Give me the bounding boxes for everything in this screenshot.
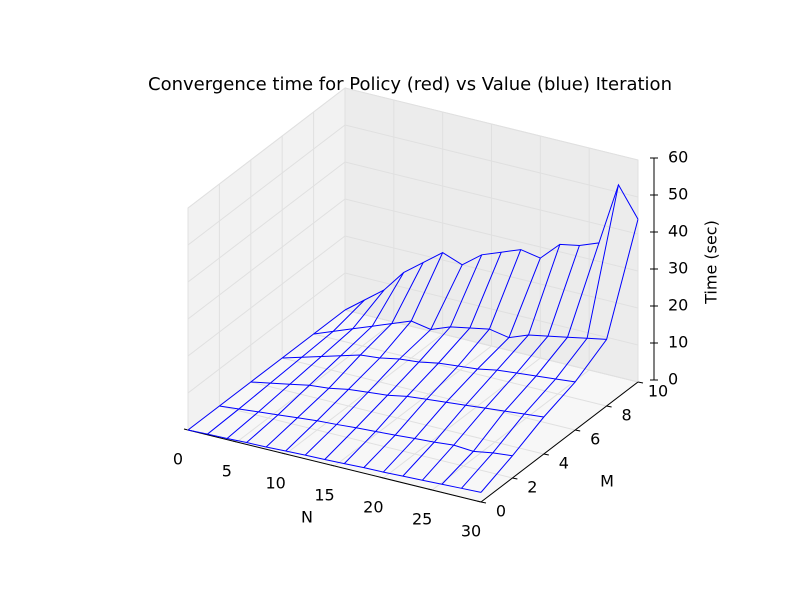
- y-tick: [606, 405, 612, 408]
- wire-column: [480, 219, 639, 493]
- y-tick: [543, 453, 549, 456]
- x-tick-label: 20: [363, 498, 383, 517]
- x-tick: [183, 428, 189, 431]
- x-axis-label: N: [301, 508, 313, 527]
- wire-column: [402, 244, 561, 477]
- grid-line: [187, 235, 346, 357]
- wire-column: [187, 309, 346, 431]
- grid-line: [187, 161, 346, 283]
- x-tick-label: 10: [265, 474, 285, 493]
- grid-line: [313, 333, 607, 407]
- grid-line: [344, 309, 639, 383]
- z-tick-label: 30: [668, 259, 688, 278]
- wire-column: [343, 252, 502, 464]
- chart-title: Convergence time for Policy (red) vs Val…: [148, 74, 672, 95]
- z-tick-label: 40: [668, 222, 688, 241]
- y-tick: [637, 381, 644, 384]
- wire-row: [250, 381, 544, 418]
- y-tick: [575, 429, 581, 432]
- grid-line: [431, 369, 590, 491]
- x-axis: [187, 429, 482, 503]
- x-tick-label: 5: [222, 462, 232, 481]
- grid-line: [344, 124, 639, 198]
- grid-line: [344, 198, 639, 272]
- wire-row: [187, 429, 482, 493]
- wire-row: [344, 183, 639, 311]
- grid-line: [344, 272, 639, 346]
- z-axis-label: Time (sec): [702, 220, 721, 305]
- y-tick: [480, 501, 487, 504]
- y-tick-label: 4: [559, 454, 569, 473]
- grid-line: [187, 124, 346, 246]
- y-tick-label: 2: [527, 478, 537, 497]
- wire-column: [207, 299, 365, 435]
- y-tick-label: 0: [496, 502, 506, 521]
- z-tick-label: 0: [668, 370, 678, 389]
- wire-column: [246, 272, 405, 443]
- z-tick-label: 50: [668, 185, 688, 204]
- wire-column: [226, 289, 385, 439]
- wire-column: [265, 262, 424, 448]
- grid-line: [282, 357, 576, 431]
- y-tick-label: 6: [590, 430, 600, 449]
- wire-row: [282, 354, 576, 383]
- z-tick-label: 10: [668, 333, 688, 352]
- grid-line: [236, 321, 395, 443]
- grid-line: [344, 161, 639, 235]
- z-tick-label: 60: [668, 148, 688, 167]
- grid-line: [187, 198, 346, 320]
- x-tick-label: 15: [314, 486, 334, 505]
- wire-column: [304, 264, 463, 456]
- wire-column: [382, 257, 541, 473]
- wire-column: [363, 249, 522, 468]
- grid-line: [344, 235, 639, 309]
- x-tick-label: 0: [173, 450, 183, 469]
- x-tick-label: 30: [461, 522, 481, 541]
- y-tick: [512, 477, 518, 480]
- x-tick-label: 25: [412, 510, 432, 529]
- y-tick-label: 8: [622, 406, 632, 425]
- y-axis: [480, 381, 639, 503]
- wire-column: [441, 242, 600, 485]
- grid-line: [344, 87, 639, 161]
- grid-line: [187, 272, 346, 394]
- y-tick-label: 10: [648, 382, 668, 401]
- wire-column: [461, 184, 619, 489]
- wire-row: [219, 405, 513, 457]
- z-tick-label: 20: [668, 296, 688, 315]
- grid-line: [383, 357, 541, 479]
- grid-line: [285, 333, 443, 455]
- wire-column: [285, 252, 444, 452]
- wire-row: [313, 320, 607, 340]
- wire-column: [422, 245, 580, 481]
- grid-line: [187, 87, 346, 209]
- wire-column: [324, 254, 483, 460]
- y-axis-label: M: [600, 472, 614, 491]
- grid-line: [334, 345, 492, 467]
